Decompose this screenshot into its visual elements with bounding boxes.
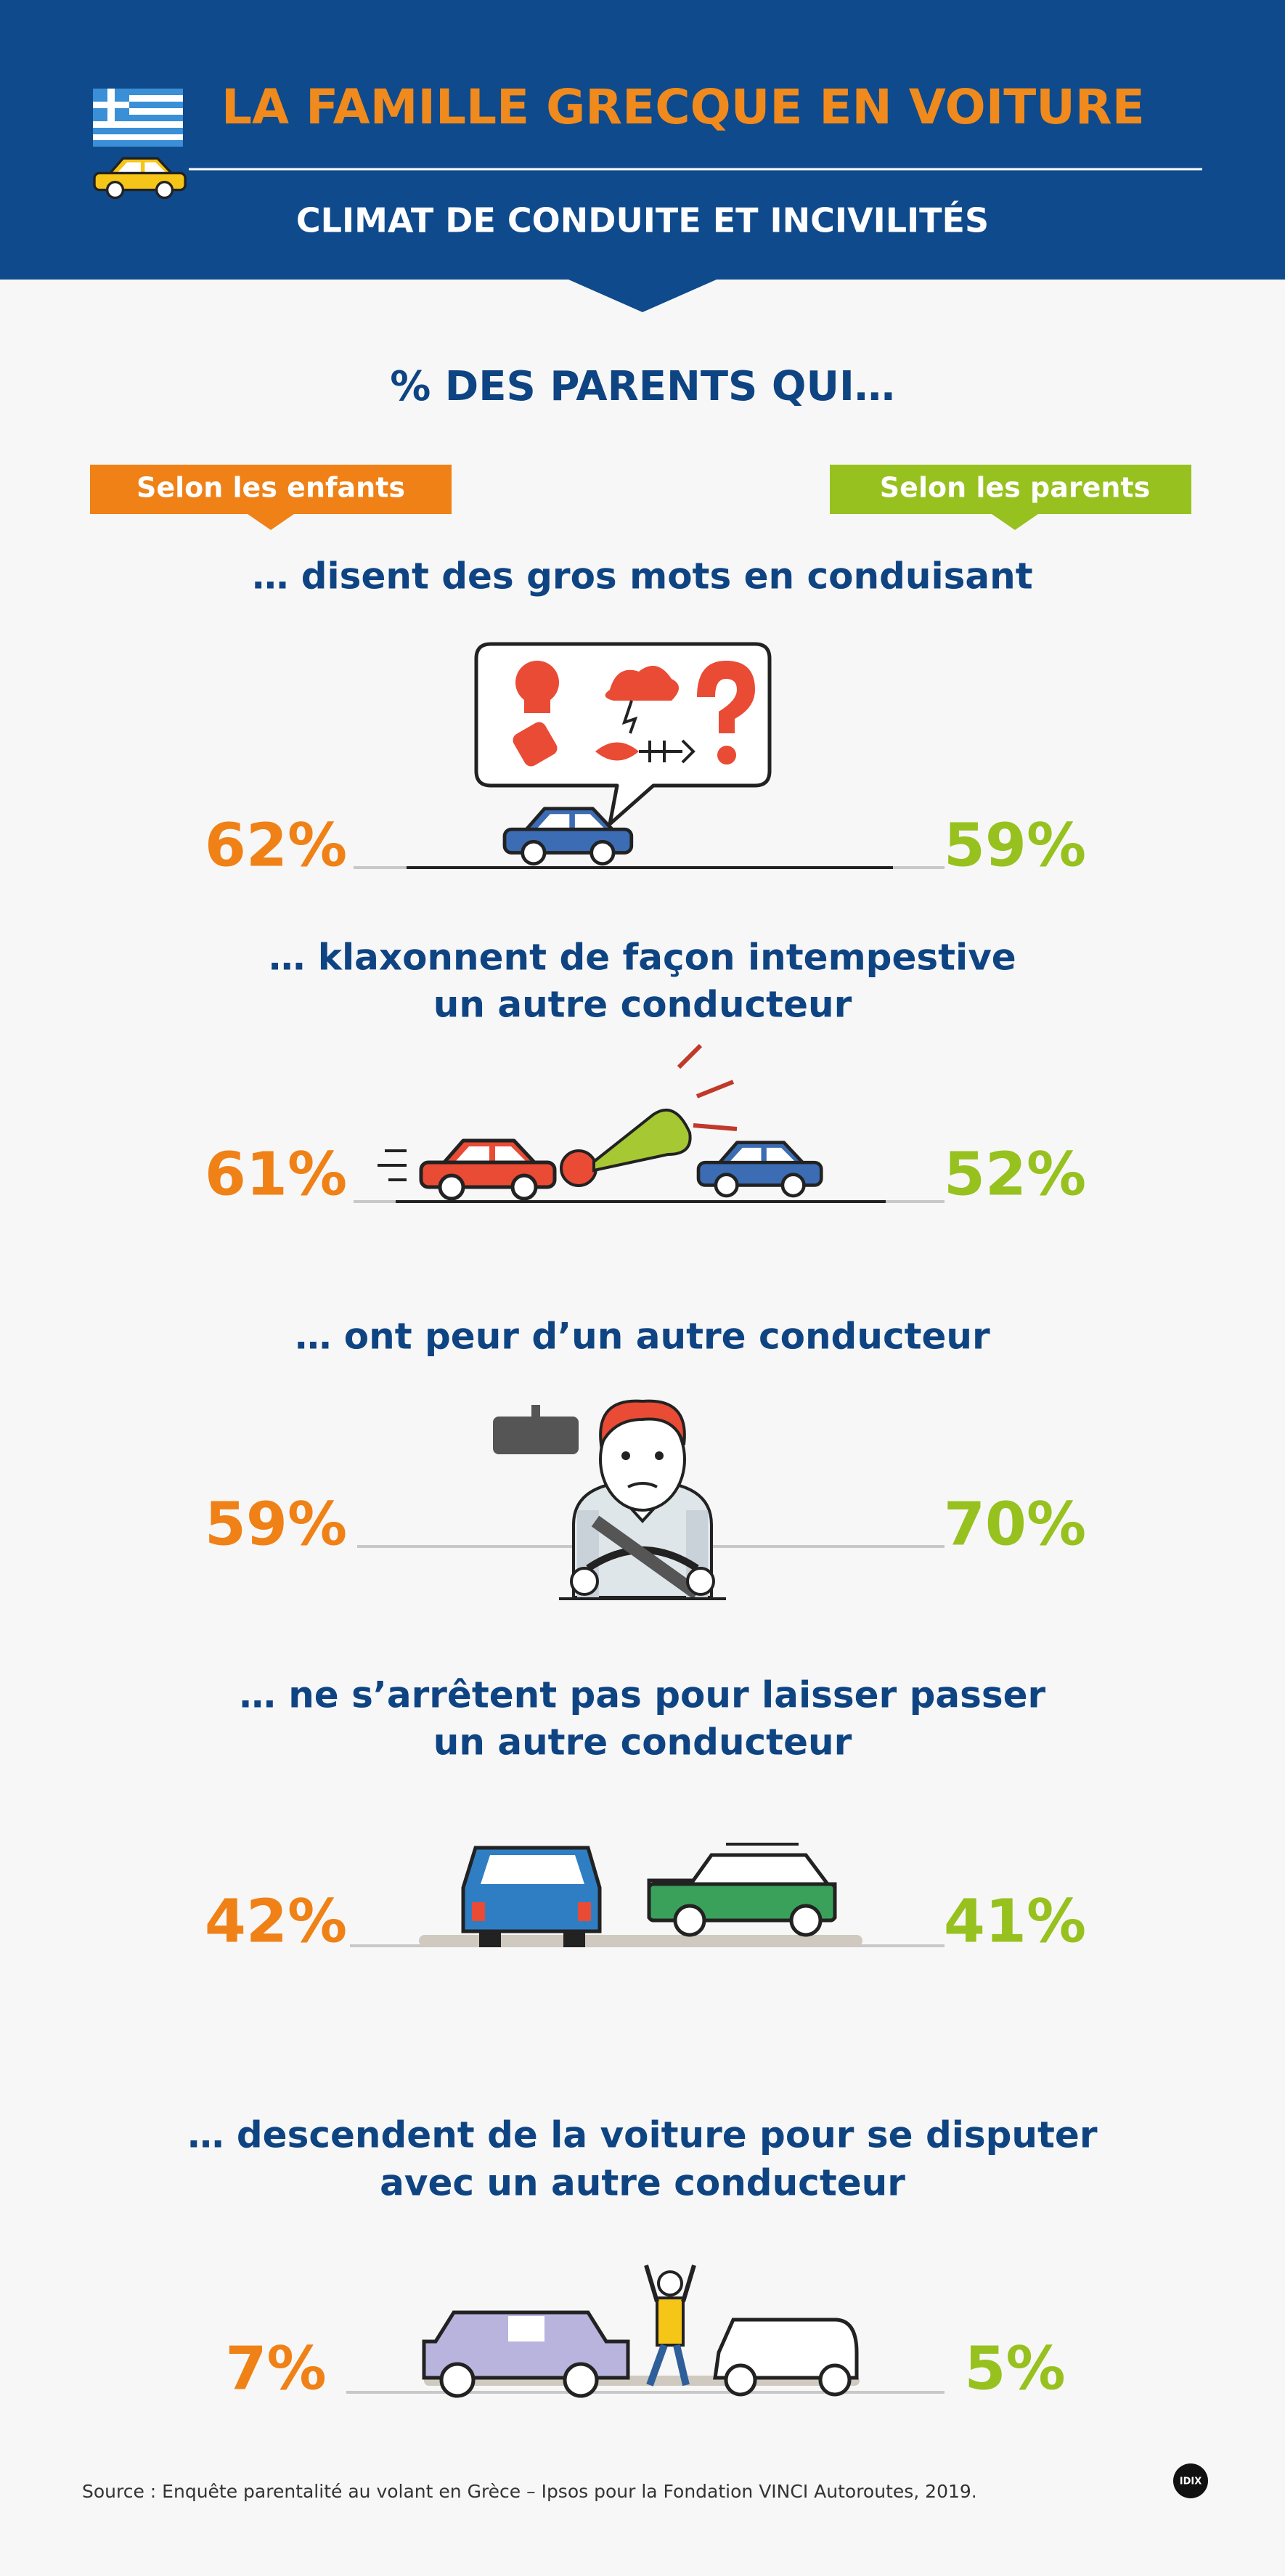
item-label: … ne s’arrêtent pas pour laisser passer [240, 1674, 1046, 1716]
item-label: … klaxonnent de façon intempestive [269, 937, 1016, 979]
logo-badge [1173, 2463, 1208, 2498]
percent-parents: 59% [944, 811, 1086, 880]
percent-children: 62% [205, 811, 347, 880]
percent-children: 61% [205, 1140, 347, 1209]
subtitle: CLIMAT DE CONDUITE ET INCIVILITÉS [296, 201, 989, 240]
item-label: un autre conducteur [433, 1721, 852, 1764]
horn-illustration [378, 1043, 821, 1199]
scared-driver-illustration [493, 1399, 726, 1600]
legend-right-box [830, 465, 1191, 530]
section-title: % DES PARENTS QUI… [390, 363, 895, 410]
legend-right: Selon les parents [880, 472, 1150, 504]
flag-icon [93, 89, 183, 147]
item-label: … descendent de la voiture pour se dispu… [187, 2114, 1097, 2156]
percent-parents: 5% [964, 2334, 1065, 2403]
legend-left-box [90, 465, 452, 530]
source: Source : Enquête parentalité au volant e… [82, 2481, 977, 2502]
swearing-illustration [474, 642, 772, 826]
percent-parents: 52% [944, 1140, 1086, 1209]
percent-children: 59% [205, 1490, 347, 1559]
percent-children: 7% [225, 2334, 326, 2403]
header-band [0, 0, 1285, 280]
percent-parents: 41% [944, 1887, 1086, 1956]
percent-children: 42% [205, 1887, 347, 1956]
legend-left: Selon les enfants [136, 472, 405, 504]
logo: IDIX [1180, 2477, 1202, 2487]
argument-illustration [422, 2265, 860, 2398]
percent-parents: 70% [944, 1490, 1086, 1559]
item-label: … disent des gros mots en conduisant [252, 555, 1032, 598]
item-label: … ont peur d’un autre conducteur [295, 1316, 990, 1358]
item-label: un autre conducteur [433, 984, 852, 1026]
header-notch [568, 280, 717, 312]
title: LA FAMILLE GRECQUE EN VOITURE [221, 79, 1145, 135]
item-label: avec un autre conducteur [380, 2162, 905, 2204]
no-yield-illustration [419, 1843, 862, 1947]
